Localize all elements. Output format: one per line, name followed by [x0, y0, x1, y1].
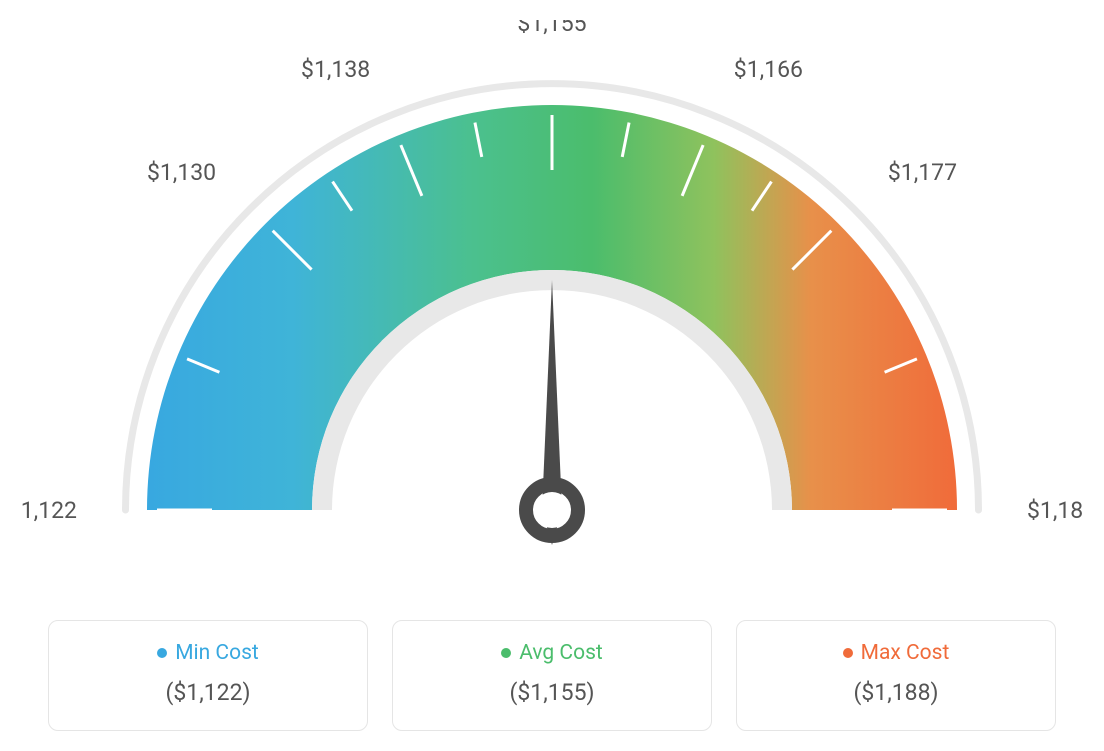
gauge-tick-label: $1,166	[734, 56, 803, 83]
gauge-tick-label: $1,155	[517, 20, 586, 37]
avg-cost-title-text: Avg Cost	[519, 641, 603, 665]
min-cost-title-text: Min Cost	[175, 641, 259, 665]
gauge-tick-label: $1,177	[888, 159, 957, 186]
max-cost-title-text: Max Cost	[861, 641, 950, 665]
max-cost-dot-icon	[843, 648, 853, 658]
gauge-tick-label: $1,130	[147, 159, 216, 186]
gauge-tick-label: $1,188	[1027, 497, 1084, 524]
max-cost-card: Max Cost ($1,188)	[736, 620, 1056, 731]
gauge-tick-label: $1,122	[20, 497, 77, 524]
max-cost-title: Max Cost	[843, 641, 950, 665]
avg-cost-value: ($1,155)	[411, 679, 693, 706]
avg-cost-title: Avg Cost	[501, 641, 603, 665]
min-cost-dot-icon	[157, 648, 167, 658]
max-cost-value: ($1,188)	[755, 679, 1037, 706]
min-cost-value: ($1,122)	[67, 679, 349, 706]
avg-cost-card: Avg Cost ($1,155)	[392, 620, 712, 731]
gauge-hub-hole	[534, 492, 570, 528]
avg-cost-dot-icon	[501, 648, 511, 658]
min-cost-title: Min Cost	[157, 641, 259, 665]
summary-cards: Min Cost ($1,122) Avg Cost ($1,155) Max …	[20, 620, 1084, 731]
gauge-tick-label: $1,138	[301, 56, 370, 83]
gauge-chart: $1,122 $1,130 $1,138 $1,155 $1,166 $1,177 $1,1…	[20, 20, 1084, 580]
min-cost-card: Min Cost ($1,122)	[48, 620, 368, 731]
gauge-svg: $1,122 $1,130 $1,138 $1,155 $1,166 $1,177 $1,1…	[20, 20, 1084, 580]
